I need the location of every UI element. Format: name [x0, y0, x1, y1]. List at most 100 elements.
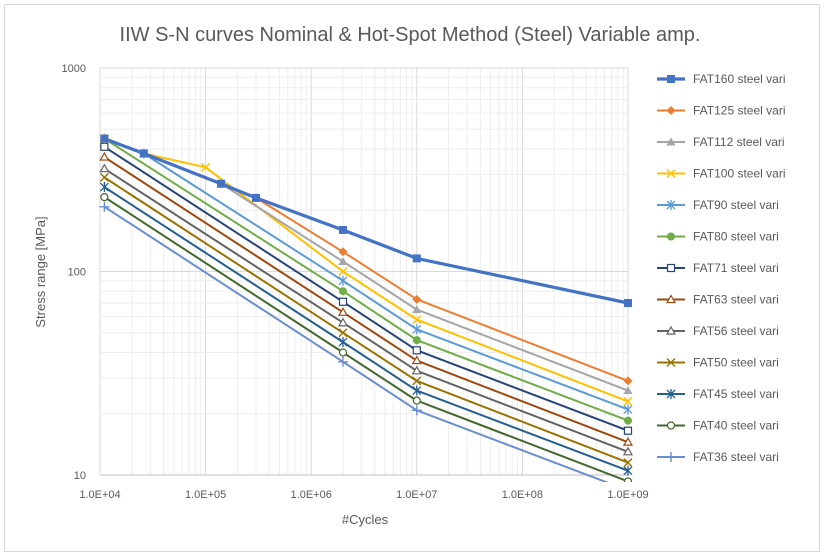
legend-marker — [666, 263, 676, 273]
data-point — [337, 356, 348, 367]
legend-marker — [666, 106, 676, 115]
data-point — [412, 346, 421, 355]
legend-label: FAT63 steel vari — [693, 293, 779, 307]
data-point — [623, 386, 633, 395]
legend-label: FAT56 steel vari — [693, 324, 779, 338]
legend-marker — [666, 169, 676, 178]
data-point — [623, 477, 633, 482]
legend-label: FAT36 steel vari — [693, 450, 779, 464]
x-axis-label: #Cycles — [342, 512, 389, 527]
data-point — [338, 348, 348, 357]
data-point — [623, 465, 633, 476]
data-point — [412, 315, 422, 325]
data-point — [412, 254, 421, 263]
legend-marker — [665, 325, 677, 335]
series-markers — [99, 133, 634, 482]
legend-item: FAT50 steel vari — [657, 356, 779, 370]
legend-marker — [666, 452, 676, 462]
tick-labels: 1.0E+04 1.0E+05 1.0E+06 1.0E+07 1.0E+08 1.0E+… — [62, 63, 649, 501]
data-point — [412, 294, 422, 304]
legend-label: FAT90 steel vari — [693, 198, 779, 212]
legend-label: FAT112 steel vari — [693, 135, 785, 149]
data-point — [99, 151, 110, 161]
data-point — [623, 404, 633, 415]
legend-item: FAT63 steel vari — [657, 293, 779, 307]
y-tick-label: 10 — [74, 470, 86, 482]
legend-label: FAT50 steel vari — [693, 356, 779, 370]
legend-item: FAT160 steel vari — [657, 72, 785, 86]
chart-title: IIW S-N curves Nominal & Hot-Spot Method… — [120, 24, 701, 46]
data-point — [338, 225, 347, 234]
series-line — [103, 186, 629, 472]
data-point — [411, 365, 422, 375]
series-line — [103, 156, 629, 444]
data-point — [201, 162, 211, 172]
data-point — [99, 182, 109, 193]
data-point — [337, 317, 349, 327]
legend-marker — [666, 389, 676, 399]
legend-marker — [666, 358, 676, 367]
legend-item: FAT90 steel vari — [657, 198, 779, 212]
x-tick-label: 1.0E+08 — [502, 489, 543, 501]
data-point — [622, 446, 634, 456]
legend-label: FAT71 steel vari — [693, 261, 779, 275]
legend-marker — [666, 421, 676, 430]
data-point — [99, 201, 110, 212]
data-point — [412, 396, 421, 405]
data-point — [338, 328, 348, 338]
data-point — [412, 305, 422, 314]
legend-label: FAT80 steel vari — [693, 230, 779, 244]
x-tick-label: 1.0E+04 — [79, 489, 120, 501]
data-point — [100, 134, 109, 143]
data-point — [100, 193, 109, 202]
series-line — [103, 176, 629, 464]
data-point — [411, 355, 422, 365]
series-line — [103, 196, 629, 482]
legend-item: FAT112 steel vari — [657, 135, 785, 149]
series-line — [103, 137, 629, 422]
data-point — [623, 376, 633, 386]
legend-marker — [667, 75, 675, 83]
data-point — [338, 256, 348, 265]
data-point — [99, 172, 109, 182]
data-point — [411, 405, 422, 416]
legend-marker — [667, 232, 675, 241]
x-tick-label: 1.0E+06 — [291, 489, 332, 501]
data-point — [624, 299, 632, 308]
legend-item: FAT45 steel vari — [657, 387, 779, 401]
data-point — [337, 307, 349, 316]
legend-item: FAT100 steel vari — [657, 167, 785, 181]
legend-marker — [665, 294, 677, 304]
legend-label: FAT45 steel vari — [693, 387, 779, 401]
series-line — [104, 137, 629, 382]
data-point — [623, 458, 633, 468]
series-line — [103, 167, 629, 453]
y-tick-label: 100 — [68, 267, 86, 279]
data-point — [412, 324, 422, 335]
legend-item: FAT125 steel vari — [657, 104, 785, 118]
legend-item: FAT71 steel vari — [657, 261, 779, 275]
series-lines — [103, 137, 629, 482]
legend-marker — [666, 200, 676, 210]
data-point — [412, 385, 422, 396]
chart-frame — [4, 4, 820, 552]
data-point — [412, 376, 422, 386]
legend-item: FAT80 steel vari — [657, 230, 779, 244]
series-line — [103, 205, 609, 482]
data-point — [338, 267, 348, 276]
series-line — [103, 145, 629, 432]
data-point — [139, 149, 148, 158]
data-point — [338, 275, 348, 286]
data-point — [338, 247, 348, 257]
legend-label: FAT100 steel vari — [693, 167, 785, 181]
legend-item: FAT36 steel vari — [657, 450, 779, 464]
legend: FAT160 steel vari FAT125 steel vari FAT112… — [657, 72, 785, 464]
data-point — [623, 396, 633, 406]
data-point — [338, 297, 348, 306]
legend-marker — [666, 137, 676, 146]
x-tick-label: 1.0E+07 — [396, 489, 437, 501]
data-point — [251, 193, 260, 202]
data-point — [217, 179, 226, 188]
legend-label: FAT160 steel vari — [693, 72, 785, 86]
